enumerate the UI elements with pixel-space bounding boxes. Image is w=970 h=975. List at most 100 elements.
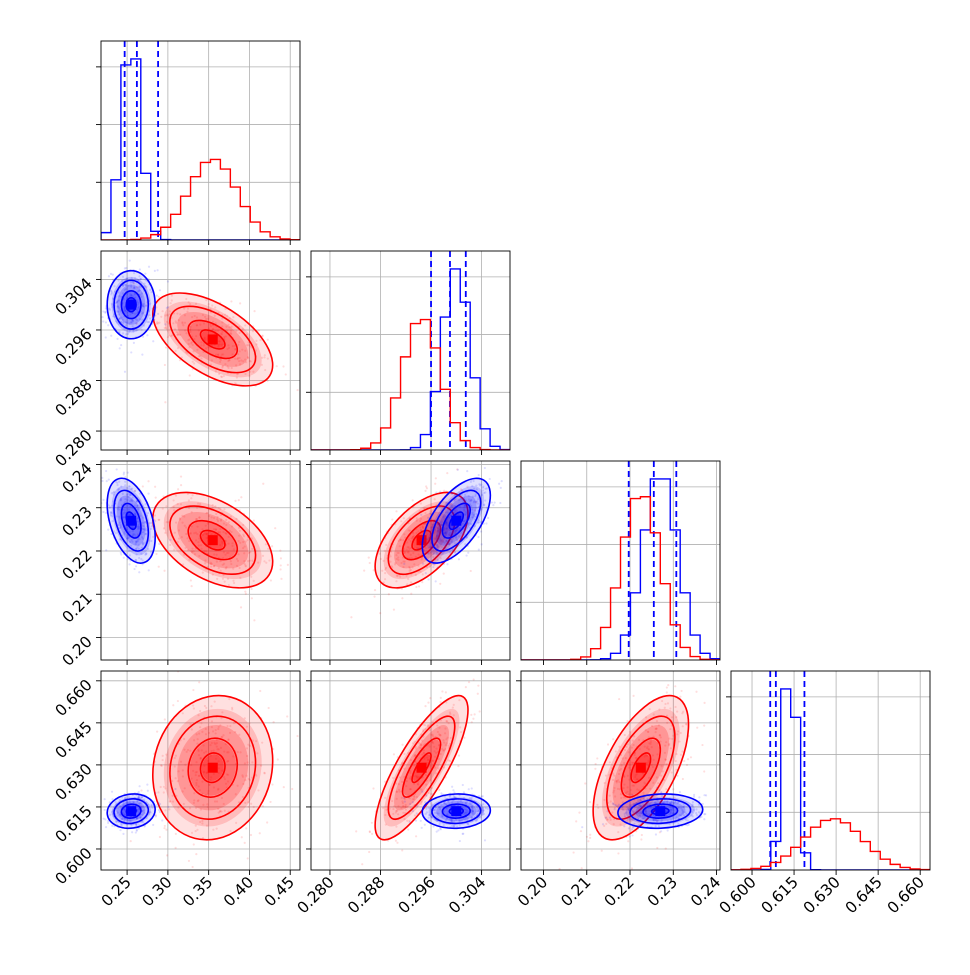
sample-point — [136, 279, 140, 282]
sample-point — [199, 726, 202, 729]
sample-point — [163, 569, 166, 572]
sample-point — [470, 522, 473, 526]
sample-point — [131, 831, 134, 834]
sample-point — [193, 553, 197, 556]
sample-point — [414, 754, 417, 757]
sample-point — [669, 727, 672, 731]
sample-point — [446, 817, 449, 820]
sample-point — [192, 350, 195, 353]
sample-point — [163, 718, 166, 721]
sample-point — [678, 790, 682, 794]
sample-point — [246, 356, 250, 359]
sample-point — [395, 825, 398, 828]
sample-point — [117, 307, 121, 310]
sample-point — [131, 320, 135, 323]
sample-point — [409, 806, 412, 809]
sample-point — [134, 542, 137, 546]
sample-point — [431, 721, 435, 724]
sample-point — [455, 529, 458, 532]
sample-point — [467, 522, 470, 525]
sample-point — [142, 820, 145, 824]
sample-point — [262, 482, 265, 485]
sample-point — [109, 506, 112, 509]
sample-point — [442, 749, 446, 752]
sample-point — [477, 505, 480, 509]
sample-point — [475, 484, 478, 487]
sample-point — [668, 823, 671, 826]
sample-point — [220, 810, 223, 813]
sample-point — [127, 549, 130, 553]
sample-point — [384, 796, 387, 799]
sample-point — [127, 795, 130, 798]
sample-point — [137, 507, 140, 511]
sample-point — [471, 511, 474, 514]
sample-point — [196, 502, 200, 505]
sample-point — [486, 807, 489, 810]
sample-point — [194, 517, 198, 521]
sample-point — [463, 509, 466, 512]
sample-point — [422, 752, 425, 755]
sample-point — [110, 290, 113, 293]
sample-point — [482, 504, 486, 507]
sample-point — [616, 787, 620, 790]
sample-point — [674, 685, 677, 688]
sample-point — [190, 763, 193, 767]
sample-point — [165, 521, 168, 524]
sample-point — [172, 499, 175, 502]
sample-point — [436, 539, 439, 543]
sample-point — [471, 808, 474, 811]
sample-point — [630, 793, 633, 796]
sample-point — [476, 812, 479, 816]
histogram-blue — [101, 58, 300, 240]
sample-point — [135, 540, 138, 543]
sample-point — [156, 730, 159, 733]
sample-point — [241, 775, 244, 778]
sample-point — [110, 492, 114, 495]
sample-point — [255, 343, 258, 346]
sample-point — [632, 784, 636, 787]
sample-point — [449, 759, 452, 763]
sample-point — [124, 287, 127, 291]
sample-point — [291, 787, 294, 791]
sample-point — [623, 783, 626, 786]
sample-point — [214, 330, 217, 333]
sample-point — [448, 543, 451, 546]
sample-point — [88, 276, 90, 278]
sample-point — [205, 512, 208, 515]
sample-point — [645, 754, 649, 757]
sample-point — [418, 742, 421, 745]
sample-point — [660, 790, 663, 794]
sample-point — [210, 776, 213, 779]
sample-point — [452, 795, 456, 799]
sample-point — [157, 322, 160, 325]
sample-point — [160, 764, 163, 767]
sample-point — [445, 538, 448, 541]
sample-point — [110, 532, 113, 536]
sample-point — [118, 487, 121, 491]
sample-point — [201, 819, 204, 823]
sample-point — [209, 778, 212, 782]
sample-point — [125, 277, 128, 280]
y-tick-label: 0.600 — [52, 844, 96, 888]
sample-point — [111, 520, 114, 523]
sample-point — [443, 741, 446, 744]
sample-point — [695, 813, 699, 817]
panel-content — [521, 461, 720, 660]
sample-point — [137, 827, 140, 830]
sample-point — [194, 829, 197, 833]
sample-point — [141, 312, 144, 315]
sample-point — [641, 796, 644, 799]
sample-point — [681, 712, 684, 715]
sample-point — [194, 302, 198, 305]
sample-point — [210, 726, 213, 729]
sample-point — [658, 831, 661, 834]
sample-point — [190, 511, 193, 514]
sample-point — [120, 823, 123, 827]
sample-point — [672, 811, 675, 815]
sample-point — [465, 536, 469, 539]
sample-point — [266, 821, 269, 824]
sample-point — [658, 788, 661, 792]
sample-point — [436, 543, 439, 547]
sample-point — [121, 284, 125, 287]
sample-point — [197, 329, 200, 332]
